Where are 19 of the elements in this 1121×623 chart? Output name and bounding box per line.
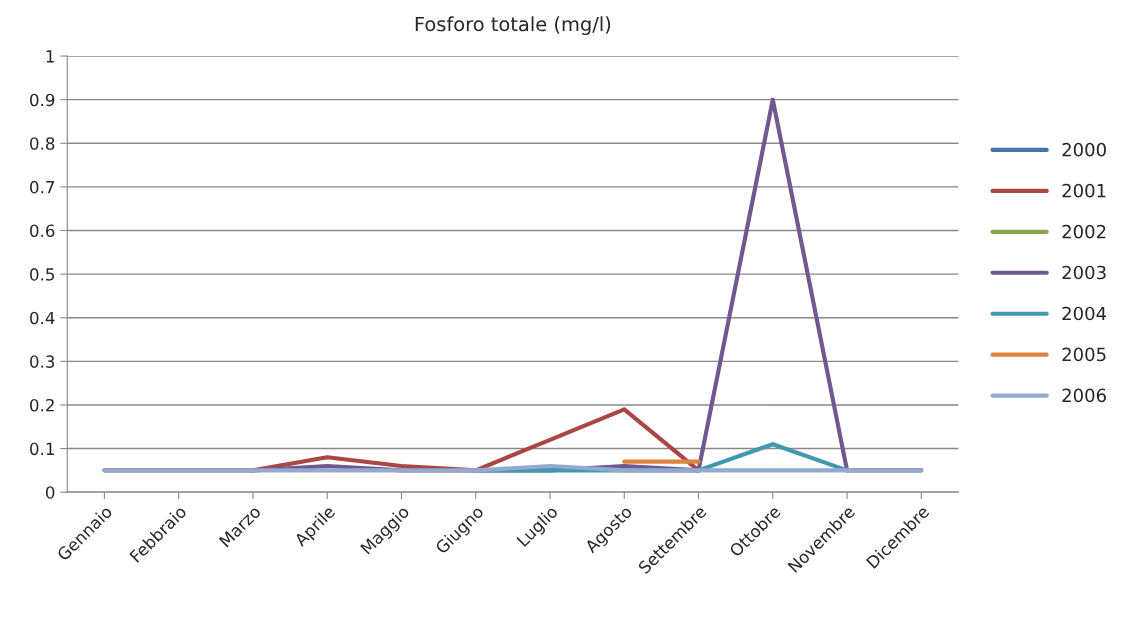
y-tick-label: 0.6 [30, 224, 55, 238]
y-tick-label: 0.3 [30, 355, 55, 368]
y-tick-label: 0.8 [30, 137, 55, 150]
y-tick-label: 0.5 [30, 268, 54, 281]
y-tick-label: 0.9 [30, 93, 55, 107]
legend-label: 2000 [1062, 142, 1106, 157]
legend-label: 2001 [1062, 183, 1106, 198]
y-tick-label: 0 [45, 486, 55, 499]
y-tick-label: 0.1 [30, 442, 54, 456]
legend-label: 2004 [1062, 306, 1107, 321]
legend-label: 2006 [1062, 388, 1106, 403]
y-tick-label: 1 [46, 50, 54, 63]
y-tick-label: 0.7 [30, 180, 55, 194]
y-tick-label: 0.2 [30, 398, 54, 412]
legend-label: 2003 [1062, 265, 1106, 280]
legend-label: 2002 [1062, 224, 1106, 239]
y-tick-label: 0.4 [30, 311, 55, 325]
chart-title: Fosforo totale (mg/l) [415, 16, 611, 36]
legend-label: 2005 [1062, 347, 1106, 362]
